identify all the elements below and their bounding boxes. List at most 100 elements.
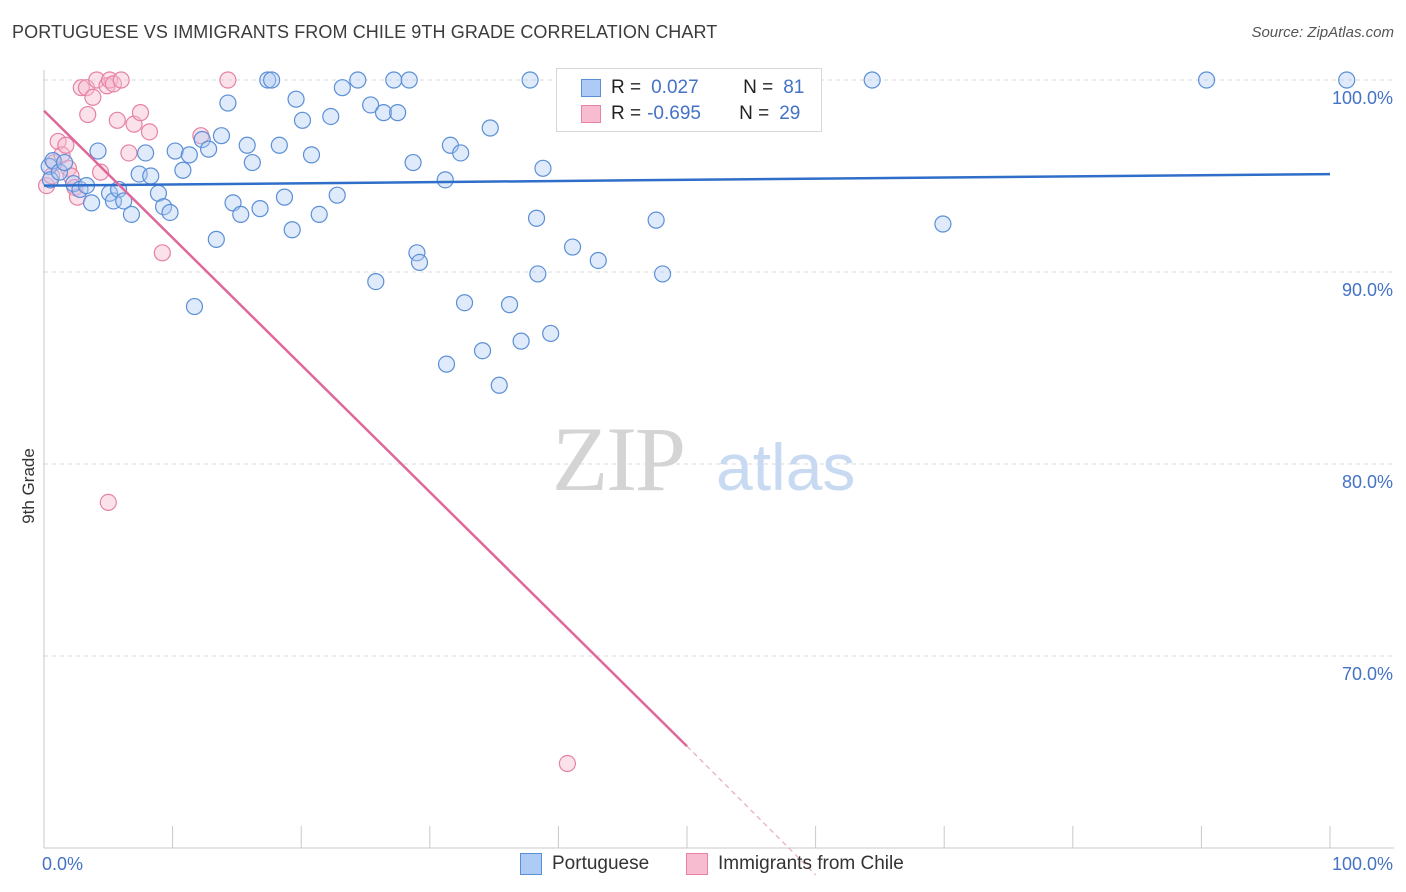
chile-point — [140, 123, 159, 141]
chile-point — [131, 104, 150, 122]
chile-trend-extension — [686, 745, 817, 876]
portuguese-point — [863, 71, 881, 89]
portuguese-point — [481, 119, 499, 137]
portuguese-point — [436, 171, 454, 189]
portuguese-point — [238, 136, 256, 154]
legend-label-portuguese: Portuguese — [552, 853, 650, 874]
portuguese-point — [82, 194, 101, 212]
chile-point — [79, 105, 97, 124]
legend-row-portuguese: R = 0.027 N = 81 — [581, 75, 804, 101]
portuguese-point — [647, 211, 665, 229]
portuguese-point — [542, 324, 560, 343]
n-label: N = — [743, 77, 774, 98]
x-tick-label: 0.0% — [42, 854, 83, 874]
portuguese-point — [1197, 71, 1216, 89]
portuguese-point — [389, 104, 407, 122]
axes — [43, 70, 1394, 849]
series-portuguese-points — [40, 71, 1356, 394]
portuguese-point — [50, 163, 69, 181]
chile-legend-swatch — [686, 853, 708, 875]
portuguese-point — [136, 144, 155, 162]
y-tick-label: 100.0% — [1332, 88, 1393, 108]
portuguese-point — [385, 71, 403, 89]
portuguese-point — [934, 215, 952, 233]
series-chile-points — [37, 71, 577, 773]
chile-point — [153, 244, 171, 262]
legend-label-chile: Immigrants from Chile — [718, 853, 904, 874]
portuguese-point — [374, 104, 393, 122]
portuguese-point — [207, 230, 225, 248]
portuguese-point — [512, 332, 530, 350]
portuguese-point — [333, 79, 351, 97]
chile-point — [108, 111, 126, 129]
chile-point — [88, 71, 106, 89]
n-value: 81 — [783, 77, 805, 98]
n-label: N = — [739, 103, 770, 124]
r-label: R = — [611, 103, 642, 124]
portuguese-point — [500, 296, 519, 314]
portuguese-point — [270, 136, 288, 154]
portuguese-point — [212, 127, 231, 145]
portuguese-point — [328, 186, 346, 204]
portuguese-point — [455, 294, 474, 312]
portuguese-point — [200, 140, 218, 158]
chile-point — [558, 754, 577, 773]
chile-point — [120, 144, 138, 162]
portuguese-point — [275, 188, 294, 206]
watermark-atlas: atlas — [716, 430, 855, 504]
portuguese-point — [404, 153, 422, 172]
portuguese-point — [193, 130, 211, 149]
portuguese-point — [1338, 71, 1356, 89]
portuguese-point — [490, 376, 508, 394]
portuguese-point — [527, 209, 546, 227]
chile-point — [91, 163, 110, 181]
portuguese-point — [185, 297, 204, 316]
y-tick-label: 80.0% — [1342, 472, 1393, 492]
n-value: 29 — [779, 103, 801, 124]
watermark-zip: ZIP — [552, 408, 684, 510]
portuguese-point — [367, 273, 385, 291]
portuguese-point — [283, 221, 301, 239]
portuguese-point — [349, 71, 367, 89]
portuguese-point — [263, 71, 281, 89]
portuguese-point — [310, 205, 328, 223]
watermark: ZIP atlas — [552, 408, 855, 510]
legend-item-chile: Immigrants from Chile — [686, 852, 904, 876]
chile-point — [57, 136, 75, 154]
trend-lines — [43, 109, 1331, 876]
portuguese-point — [243, 153, 261, 172]
portuguese-point — [589, 251, 607, 270]
chile-point — [72, 79, 90, 97]
portuguese-point — [534, 159, 552, 177]
chile-trend-line — [43, 109, 688, 748]
chile-point — [112, 71, 130, 89]
r-label: R = — [611, 77, 642, 98]
r-value: 0.027 — [651, 77, 699, 98]
y-tick-label: 90.0% — [1342, 280, 1393, 300]
portuguese-point — [161, 203, 179, 222]
portuguese-point — [563, 238, 582, 256]
portuguese-point — [437, 355, 456, 373]
x-tick-label: 100.0% — [1332, 854, 1393, 874]
portuguese-point — [55, 153, 74, 172]
portuguese-legend-swatch — [520, 853, 542, 875]
portuguese-point — [115, 192, 133, 210]
portuguese-point — [174, 161, 192, 179]
portuguese-point — [293, 111, 312, 129]
portuguese-point — [64, 175, 83, 193]
r-value: -0.695 — [647, 103, 701, 124]
source-label: Source: ZipAtlas.com — [1251, 24, 1394, 41]
portuguese-point — [287, 90, 305, 108]
portuguese-point — [232, 205, 250, 223]
legend-row-chile: R = -0.695 N = 29 — [581, 101, 800, 127]
portuguese-point — [362, 96, 380, 114]
tick-labels: 100.0% 90.0% 80.0% 70.0% 0.0% 100.0% — [42, 88, 1393, 874]
y-tick-label: 70.0% — [1342, 664, 1393, 684]
portuguese-point — [219, 94, 237, 112]
legend-item-portuguese: Portuguese — [520, 852, 649, 876]
portuguese-point — [322, 107, 340, 126]
portuguese-point — [142, 167, 160, 185]
portuguese-point — [154, 198, 173, 216]
portuguese-point — [410, 253, 429, 271]
